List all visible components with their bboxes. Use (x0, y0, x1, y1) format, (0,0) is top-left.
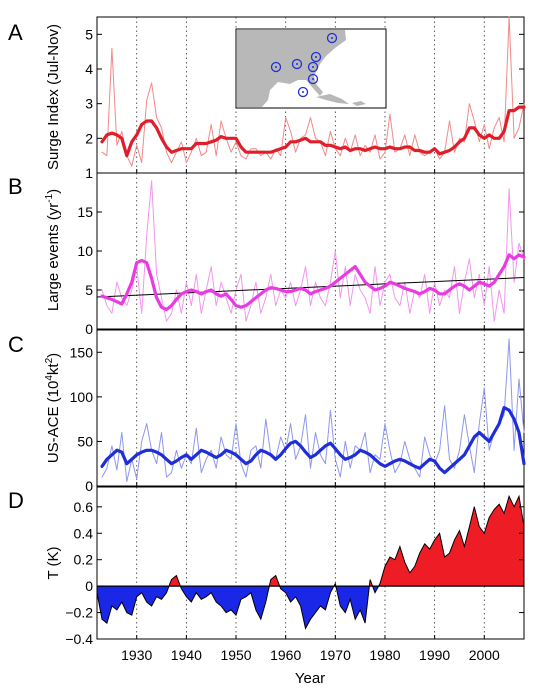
tide-gauge-station-dot (296, 63, 298, 65)
tide-gauge-station-dot (275, 66, 277, 68)
tide-gauge-station (307, 73, 319, 85)
panel-d-positive-area (97, 496, 524, 587)
tide-gauge-station (291, 58, 303, 70)
panel-d-y-tick-label: −0.2 (65, 605, 93, 621)
panel-b-ylabel-close: ) (45, 189, 62, 194)
panel-c-y-tick-label: 150 (70, 344, 94, 360)
panel-d-temperature-line (96, 494, 525, 630)
panel-d-ylabel: T (K) (45, 546, 62, 579)
x-tick-label: 1940 (171, 647, 202, 663)
tide-gauge-station-dot (302, 91, 304, 93)
panel-c-grid (136, 330, 485, 486)
tide-gauge-station (310, 51, 322, 63)
inset-map-stations (270, 32, 338, 98)
x-tick-label: 1960 (270, 647, 301, 663)
panel-d-plot-frame (96, 486, 525, 640)
panel-c-ylabel-unit: kt (45, 363, 62, 376)
inset-map-land (237, 30, 346, 107)
panel-a-y-tick-label: 1 (85, 165, 93, 181)
inset-map-cuba (316, 94, 349, 104)
panel-c-ylabel: US-ACE (104kt2) (44, 353, 62, 463)
panel-b-trend-line (96, 277, 525, 298)
panel-c-letter: C (8, 332, 24, 357)
tide-gauge-station (270, 61, 282, 73)
panel-d-negative-area (97, 586, 379, 629)
panel-c-ylabel-close: ) (45, 353, 62, 358)
x-tick-label: 1930 (121, 647, 152, 663)
panel-b-y-tick-label: 10 (77, 243, 93, 259)
panel-d-y-tick-label: 0.6 (74, 499, 94, 515)
panel-c-y-tick-label: 100 (70, 389, 94, 405)
x-axis-ticks: 1930 1940 1950 1960 1970 1980 1990 2000 (121, 169, 500, 663)
x-tick-label: 2000 (469, 647, 500, 663)
panel-a-y-tick-label: 3 (85, 96, 93, 112)
panel-c-ylabel-text: US-ACE (10 (45, 381, 62, 464)
tide-gauge-station (326, 32, 338, 44)
panel-b-letter: B (8, 174, 23, 199)
x-tick-label: 1980 (369, 647, 400, 663)
panel-b-y-ticks: 0 5 10 15 (77, 204, 524, 337)
panel-d-y-tick-label: 0 (85, 578, 93, 594)
panel-c-y-tick-label: 0 (85, 478, 93, 494)
panel-d-y-tick-label: 0.4 (74, 525, 94, 541)
x-axis-label: Year (295, 670, 325, 687)
x-tick-label: 1950 (220, 647, 251, 663)
x-tick-label: 1990 (419, 647, 450, 663)
panel-b-y-tick-label: 5 (85, 282, 93, 298)
tide-gauge-station (307, 61, 319, 73)
panel-b-ylabel-text: Large events (yr (45, 203, 62, 311)
panel-d: D T (K) −0.4 −0.2 0 0.2 0.4 0.6 (8, 486, 525, 647)
panel-a-y-tick-label: 5 (85, 26, 93, 42)
panel-d-y-tick-label: −0.4 (65, 631, 93, 647)
panel-d-letter: D (8, 488, 24, 513)
panel-c-ylabel-sup2: 2 (44, 357, 55, 363)
panel-b-annual-line (101, 180, 525, 322)
panel-c-plot-frame (96, 329, 525, 487)
panel-b-series (96, 180, 526, 322)
panel-a-inset-map (235, 28, 387, 109)
panel-a-y-tick-label: 2 (85, 130, 93, 146)
panel-b-y-tick-label: 0 (85, 321, 93, 337)
panel-a-y-tick-label: 4 (85, 61, 93, 77)
panel-b: B Large events (yr-1) 0 5 10 15 (8, 172, 526, 337)
panel-b-smoothed-line (100, 253, 526, 312)
tide-gauge-station-dot (315, 56, 317, 58)
panel-d-y-tick-label: 0.2 (74, 552, 94, 568)
panel-b-ylabel-sup: -1 (44, 193, 55, 202)
panel-c-y-tick-label: 50 (77, 433, 93, 449)
inset-map-hispaniola (352, 101, 366, 106)
panel-c: C US-ACE (104kt2) 0 50 100 150 (8, 329, 526, 494)
panel-a-series (100, 16, 526, 167)
tide-gauge-station-dot (312, 66, 314, 68)
tide-gauge-station-dot (312, 78, 314, 80)
panel-c-annual-line (101, 338, 525, 482)
panel-c-y-ticks: 0 50 100 150 (70, 344, 524, 494)
panel-a-ylabel: Surge Index (Jul-Nov) (45, 24, 62, 170)
panel-d-y-ticks: −0.4 −0.2 0 0.2 0.4 0.6 (65, 499, 524, 647)
panel-b-y-tick-label: 15 (77, 204, 93, 220)
panel-a-y-ticks: 1 2 3 4 5 (85, 26, 524, 181)
panel-d-series (96, 494, 525, 630)
panel-a-smoothed-line (100, 105, 526, 158)
panel-b-ylabel: Large events (yr-1) (44, 189, 62, 311)
panel-a: A Surge Index (Jul-Nov) 1 2 3 4 5 (8, 16, 526, 181)
panel-c-ylabel-sup: 4 (44, 375, 55, 381)
tide-gauge-station-dot (331, 37, 333, 39)
panel-c-smoothed-line (100, 406, 526, 475)
x-tick-label: 1970 (320, 647, 351, 663)
panel-c-series (100, 338, 526, 482)
panel-a-letter: A (8, 20, 23, 45)
tide-gauge-station (297, 86, 309, 98)
